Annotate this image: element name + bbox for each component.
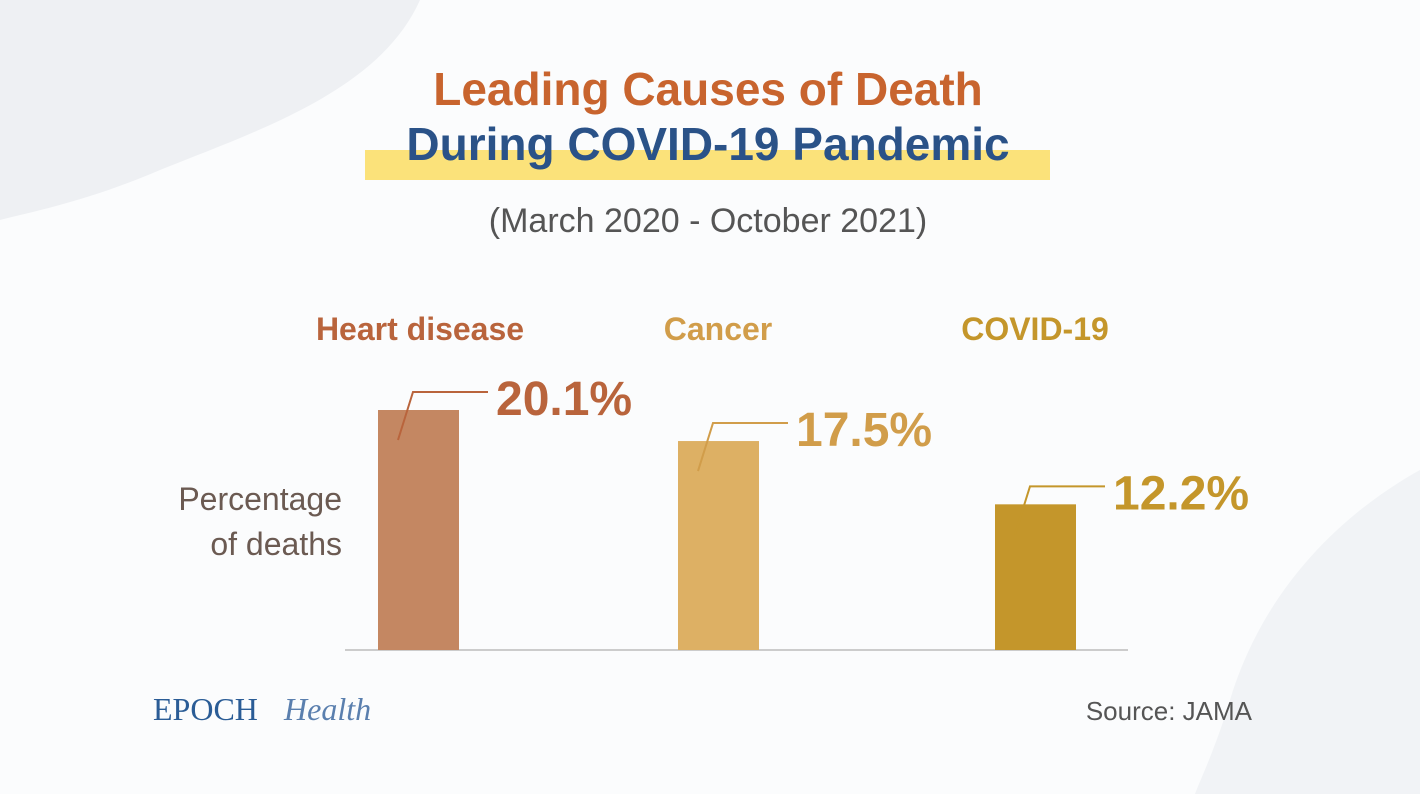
chart-title: Leading Causes of Death: [433, 63, 983, 115]
category-label: Heart disease: [316, 311, 524, 347]
leader-line: [1014, 485, 1105, 535]
data-label: 17.5%: [796, 404, 932, 457]
data-label: 12.2%: [1113, 467, 1249, 520]
background-blob: [0, 0, 420, 220]
logo-epoch: EPOCH: [153, 691, 258, 727]
category-label: Cancer: [664, 311, 773, 347]
bar: [378, 410, 459, 650]
leader-line: [397, 391, 488, 441]
y-axis-label-line2: of deaths: [210, 526, 342, 562]
category-label: COVID-19: [961, 311, 1109, 347]
title-highlight: [365, 150, 1050, 180]
chart-title-line2: During COVID-19 Pandemic: [406, 118, 1009, 170]
bar: [678, 441, 759, 650]
chart-subtitle: (March 2020 - October 2021): [489, 202, 927, 240]
leader-line: [697, 422, 788, 472]
data-label: 20.1%: [496, 373, 632, 426]
background-blob: [1195, 470, 1420, 794]
source-note: Source: JAMA: [1086, 696, 1253, 726]
logo-health: Health: [283, 691, 371, 727]
y-axis-label: Percentage: [178, 481, 342, 517]
bar: [995, 504, 1076, 650]
